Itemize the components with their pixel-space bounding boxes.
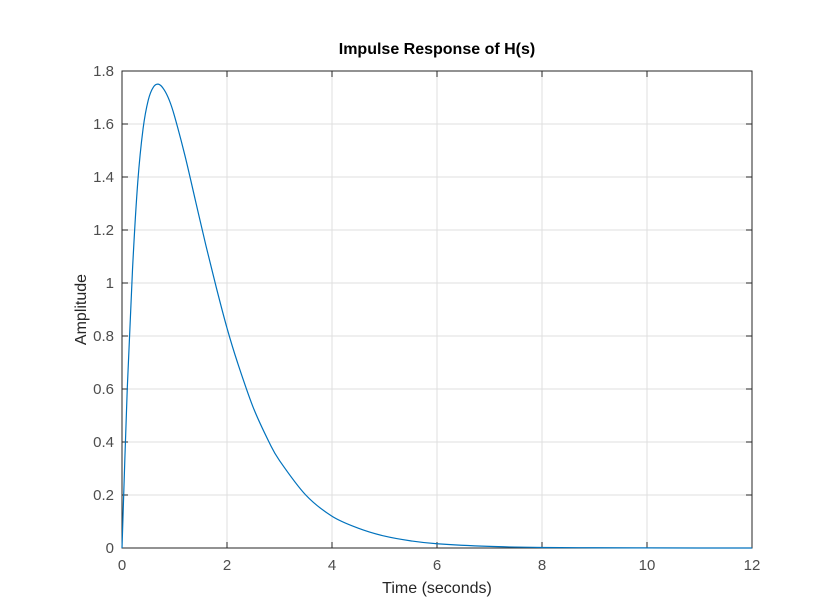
y-tick-label: 1.8 xyxy=(93,63,114,80)
y-tick-label: 0.8 xyxy=(93,328,114,345)
y-tick-label: 1.4 xyxy=(93,169,114,186)
y-axis-label: Amplitude xyxy=(73,274,90,345)
x-tick-label: 10 xyxy=(639,557,656,574)
x-tick-label: 4 xyxy=(328,557,336,574)
x-tick-label: 6 xyxy=(433,557,441,574)
chart-title: Impulse Response of H(s) xyxy=(339,41,535,58)
impulse-response-line xyxy=(121,83,753,549)
grid xyxy=(121,70,753,549)
y-tick-label: 0.6 xyxy=(93,381,114,398)
y-tick-label: 0.2 xyxy=(93,487,114,504)
y-tick-label: 1 xyxy=(106,275,114,292)
y-tick-label: 0 xyxy=(106,540,114,557)
x-tick-label: 12 xyxy=(744,557,761,574)
y-tick-label: 1.2 xyxy=(93,222,114,239)
x-tick-label: 0 xyxy=(118,557,126,574)
y-tick-label: 0.4 xyxy=(93,434,114,451)
tick-labels: 0 2 4 6 8 10 12 0 0.2 0.4 0.6 0.8 1 1.2 1.4 1.6 1.8 xyxy=(93,63,760,574)
x-tick-label: 2 xyxy=(223,557,231,574)
x-axis-label: Time (seconds) xyxy=(382,580,492,597)
y-tick-label: 1.6 xyxy=(93,116,114,133)
series-layer xyxy=(121,83,753,549)
x-tick-label: 8 xyxy=(538,557,546,574)
